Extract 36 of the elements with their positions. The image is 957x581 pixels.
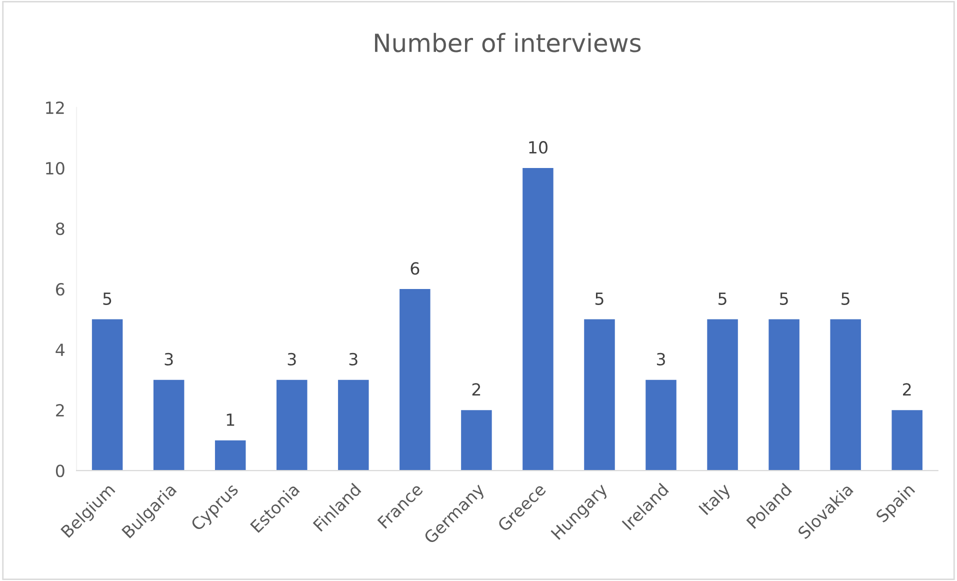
bar: [646, 380, 676, 471]
bar: [768, 319, 800, 471]
data-label: 3: [656, 352, 665, 366]
y-tick-label: 2: [56, 404, 64, 416]
bar: [92, 319, 123, 471]
chart-title: Number of interviews: [375, 32, 641, 52]
data-label: 5: [842, 292, 850, 305]
bar: [338, 380, 369, 471]
data-label: 3: [164, 352, 173, 366]
bar: [214, 440, 246, 471]
data-label: 2: [472, 383, 480, 396]
bar: [830, 319, 861, 471]
data-label: 10: [529, 141, 548, 154]
data-label: 5: [780, 292, 788, 305]
bar: [153, 380, 184, 471]
y-tick-label: 0: [56, 464, 64, 478]
bar: [461, 410, 492, 471]
data-label: 5: [595, 292, 604, 305]
bar: [400, 289, 430, 471]
bar: [707, 319, 738, 471]
bar: [276, 380, 308, 471]
bar: [584, 319, 615, 471]
y-tick-label: 10: [46, 162, 64, 175]
y-tick-label: 8: [56, 222, 64, 236]
data-label: 3: [288, 352, 296, 366]
bar: [892, 410, 922, 471]
data-label: 1: [226, 414, 234, 426]
y-tick-label: 4: [56, 344, 65, 356]
y-tick-label: 12: [46, 101, 64, 114]
bar: [522, 168, 554, 471]
data-label: 5: [718, 292, 726, 305]
data-label: 2: [903, 383, 911, 396]
data-label: 6: [410, 262, 420, 275]
y-tick-label: 6: [56, 283, 64, 296]
data-label: 3: [349, 352, 358, 366]
data-label: 5: [103, 292, 112, 305]
